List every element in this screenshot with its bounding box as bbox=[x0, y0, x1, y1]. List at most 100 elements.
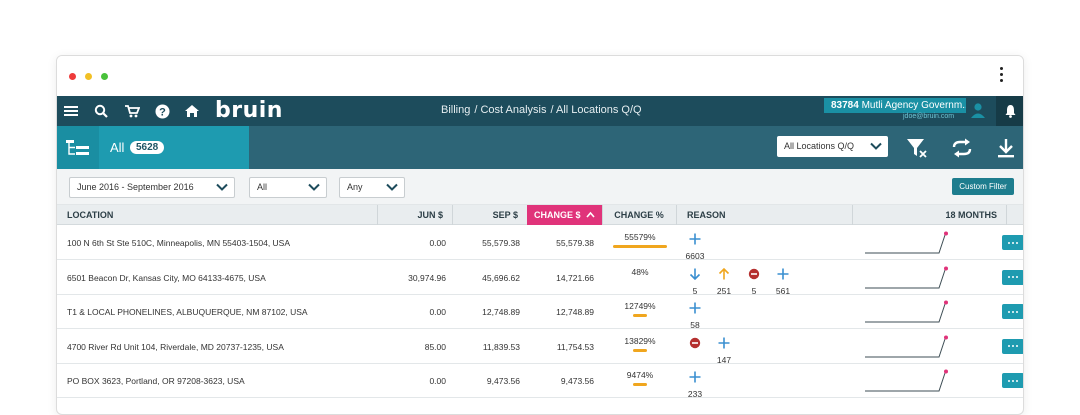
minus-circle-icon bbox=[748, 267, 760, 284]
breadcrumb-current: / All Locations Q/Q bbox=[550, 104, 642, 116]
col-change-label: CHANGE $ bbox=[533, 210, 581, 220]
reason-item[interactable]: 233 bbox=[685, 370, 705, 399]
user-icon[interactable] bbox=[971, 102, 985, 123]
col-change-pct[interactable]: CHANGE % bbox=[614, 210, 664, 220]
reason-count: 5 bbox=[692, 285, 698, 296]
clear-filter-button[interactable] bbox=[904, 126, 930, 169]
swap-arrows-icon bbox=[952, 138, 972, 157]
col-reason[interactable]: REASON bbox=[687, 210, 726, 220]
plus-icon bbox=[689, 301, 701, 318]
account-id: 83784 bbox=[831, 100, 859, 111]
maximize-dot[interactable] bbox=[101, 73, 108, 80]
download-button[interactable] bbox=[994, 126, 1018, 169]
download-icon bbox=[998, 138, 1014, 157]
location-cell[interactable]: 6501 Beacon Dr, Kansas City, MO 64133-46… bbox=[67, 272, 266, 283]
sparkline-18-months bbox=[865, 230, 955, 261]
arrow-up-icon bbox=[718, 267, 730, 284]
browser-window: ? bruin Billing / Cost Analysis / All Loca… bbox=[56, 55, 1024, 415]
table-row[interactable]: T1 & LOCAL PHONELINES, ALBUQUERQUE, NM 8… bbox=[57, 295, 1023, 330]
location-view-select[interactable]: All Locations Q/Q bbox=[777, 136, 888, 157]
reason-value: Any bbox=[347, 182, 363, 192]
jun-cell: 30,974.96 bbox=[408, 272, 446, 283]
reason-select[interactable]: Any bbox=[339, 177, 405, 198]
col-jun[interactable]: JUN $ bbox=[417, 210, 443, 220]
reason-item[interactable]: 561 bbox=[773, 267, 793, 296]
table-row[interactable]: PO BOX 3623, Portland, OR 97208-3623, US… bbox=[57, 364, 1023, 399]
col-change-sorted[interactable]: CHANGE $ bbox=[527, 205, 602, 225]
top-nav: ? bruin Billing / Cost Analysis / All Loca… bbox=[57, 96, 1023, 126]
minimize-dot[interactable] bbox=[85, 73, 92, 80]
col-sep[interactable]: SEP $ bbox=[492, 210, 518, 220]
chevron-down-icon bbox=[386, 183, 398, 191]
refresh-button[interactable] bbox=[949, 126, 975, 169]
location-cell[interactable]: 4700 River Rd Unit 104, Riverdale, MD 20… bbox=[67, 341, 284, 352]
close-dot[interactable] bbox=[69, 73, 76, 80]
col-location[interactable]: LOCATION bbox=[67, 210, 114, 220]
bruin-logo[interactable]: bruin bbox=[215, 98, 283, 123]
row-more-button[interactable] bbox=[1002, 373, 1023, 388]
sep-cell: 55,579.38 bbox=[482, 238, 520, 248]
chevron-down-icon bbox=[870, 142, 882, 150]
jun-cell: 85.00 bbox=[424, 341, 446, 352]
change-pct-bar bbox=[633, 348, 647, 352]
row-more-button[interactable] bbox=[1002, 304, 1023, 319]
reason-count: 6603 bbox=[685, 251, 705, 261]
table-row[interactable]: 100 N 6th St Ste 510C, Minneapolis, MN 5… bbox=[57, 226, 1023, 261]
clear-filter-icon bbox=[907, 138, 927, 158]
home-icon[interactable] bbox=[183, 96, 201, 126]
reason-count: 251 bbox=[716, 285, 732, 296]
location-cell[interactable]: T1 & LOCAL PHONELINES, ALBUQUERQUE, NM 8… bbox=[67, 307, 308, 317]
hamburger-icon[interactable] bbox=[63, 96, 79, 126]
chevron-up-icon bbox=[586, 211, 595, 218]
location-cell[interactable]: PO BOX 3623, Portland, OR 97208-3623, US… bbox=[67, 376, 245, 386]
sparkline-18-months bbox=[865, 265, 955, 296]
search-icon[interactable] bbox=[93, 96, 109, 126]
all-label: All bbox=[110, 140, 125, 155]
change-pct-cell: 55579% bbox=[624, 232, 656, 242]
chevron-down-icon bbox=[308, 183, 320, 191]
table-row[interactable]: 6501 Beacon Dr, Kansas City, MO 64133-46… bbox=[57, 260, 1023, 296]
plus-icon bbox=[689, 232, 701, 249]
jun-cell: 0.00 bbox=[429, 307, 446, 317]
arrow-down-icon bbox=[689, 267, 701, 284]
sep-cell: 45,696.62 bbox=[482, 272, 520, 283]
sep-cell: 9,473.56 bbox=[486, 376, 520, 386]
reason-item[interactable] bbox=[685, 336, 705, 355]
breadcrumb-cost-analysis[interactable]: / Cost Analysis bbox=[474, 104, 547, 116]
chevron-down-icon bbox=[216, 183, 228, 191]
reason-item[interactable]: 147 bbox=[714, 336, 734, 365]
custom-filter-button[interactable]: Custom Filter bbox=[952, 178, 1014, 195]
sep-cell: 12,748.89 bbox=[482, 307, 520, 317]
reason-item[interactable]: 251 bbox=[714, 267, 734, 296]
date-range-select[interactable]: June 2016 - September 2016 bbox=[69, 177, 235, 198]
row-more-button[interactable] bbox=[1002, 269, 1023, 285]
tree-view-icon[interactable] bbox=[57, 126, 99, 169]
location-count-badge: 5628 bbox=[130, 141, 165, 154]
reason-item[interactable]: 5 bbox=[744, 267, 764, 296]
cart-icon[interactable] bbox=[123, 96, 141, 126]
all-locations-panel[interactable]: All 5628 bbox=[57, 126, 249, 169]
row-more-button[interactable] bbox=[1002, 338, 1023, 354]
table-row[interactable]: 4700 River Rd Unit 104, Riverdale, MD 20… bbox=[57, 329, 1023, 365]
location-view-value: All Locations Q/Q bbox=[784, 141, 855, 151]
notifications-button[interactable] bbox=[996, 96, 1023, 126]
change-pct-bar bbox=[613, 245, 667, 248]
plus-icon bbox=[689, 370, 701, 387]
location-cell[interactable]: 100 N 6th St Ste 510C, Minneapolis, MN 5… bbox=[67, 238, 291, 248]
reason-item[interactable]: 58 bbox=[685, 301, 705, 330]
row-more-button[interactable] bbox=[1002, 235, 1023, 250]
reason-item[interactable]: 5 bbox=[685, 267, 705, 296]
plus-icon bbox=[777, 267, 789, 284]
category-select[interactable]: All bbox=[249, 177, 327, 198]
reason-count: 58 bbox=[690, 320, 700, 330]
account-name: Mutli Agency Governm... bbox=[861, 100, 966, 111]
account-selector[interactable]: 83784 Mutli Agency Governm... bbox=[824, 98, 966, 113]
reason-count: 147 bbox=[716, 354, 732, 365]
date-range-value: June 2016 - September 2016 bbox=[77, 182, 194, 192]
help-icon[interactable]: ? bbox=[153, 96, 171, 126]
bell-icon bbox=[1005, 105, 1016, 118]
reason-item[interactable]: 6603 bbox=[685, 232, 705, 261]
breadcrumb-billing[interactable]: Billing bbox=[441, 104, 471, 116]
change-pct-bar bbox=[633, 383, 647, 386]
kebab-menu-icon[interactable] bbox=[1000, 67, 1004, 85]
